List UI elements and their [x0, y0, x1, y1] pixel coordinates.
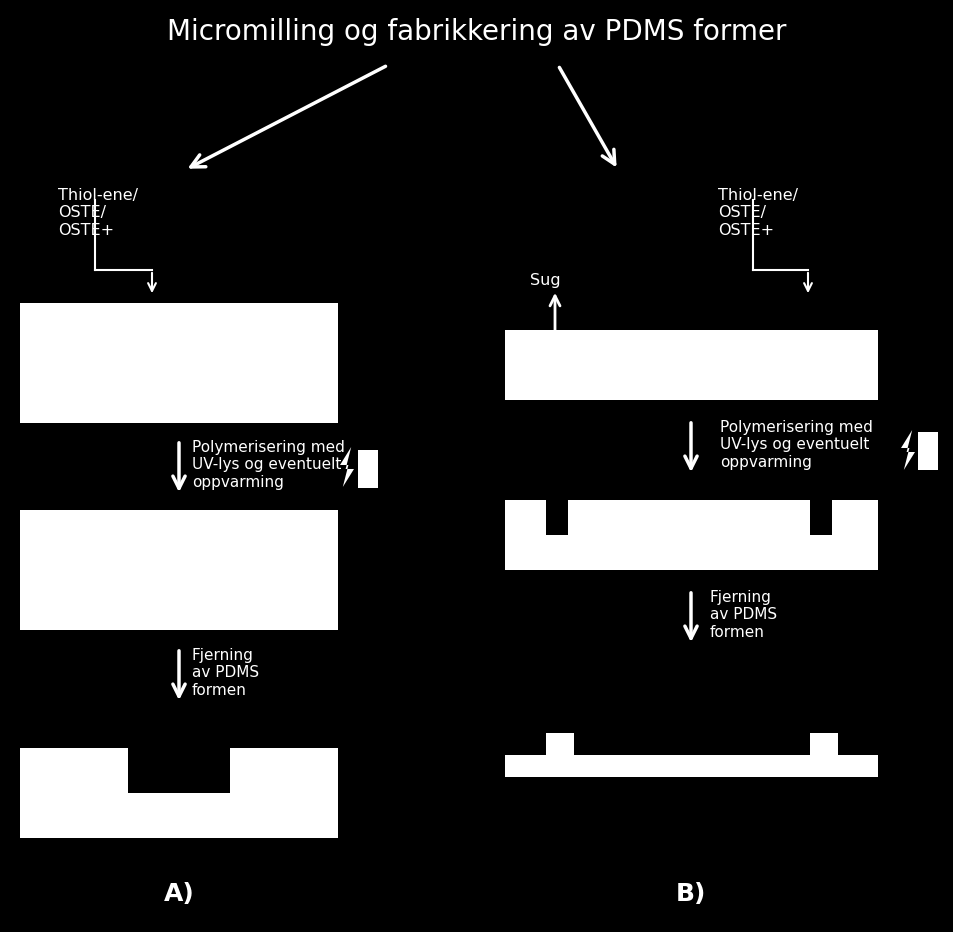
Text: B): B): [675, 882, 705, 906]
Text: A): A): [164, 882, 194, 906]
Bar: [357, 450, 377, 488]
Text: Thiol-ene/
OSTE/
OSTE+: Thiol-ene/ OSTE/ OSTE+: [58, 188, 138, 238]
Bar: [504, 330, 877, 400]
Text: Micromilling og fabrikkering av PDMS former: Micromilling og fabrikkering av PDMS for…: [167, 18, 786, 46]
Text: Sug: Sug: [530, 273, 560, 288]
Bar: [809, 283, 831, 330]
Bar: [20, 748, 337, 838]
Text: Fjerning
av PDMS
formen: Fjerning av PDMS formen: [192, 648, 259, 698]
Bar: [20, 303, 337, 423]
Text: Polymerisering med
UV-lys og eventuelt
oppvarming: Polymerisering med UV-lys og eventuelt o…: [192, 440, 345, 490]
Polygon shape: [339, 447, 354, 487]
Bar: [504, 755, 877, 777]
Bar: [504, 500, 877, 570]
Bar: [20, 510, 337, 630]
Bar: [545, 283, 567, 330]
Polygon shape: [900, 430, 914, 470]
Text: Polymerisering med
UV-lys og eventuelt
oppvarming: Polymerisering med UV-lys og eventuelt o…: [720, 420, 872, 470]
Bar: [128, 748, 230, 793]
Bar: [545, 733, 574, 755]
Bar: [545, 500, 567, 535]
Bar: [809, 733, 837, 755]
Text: Fjerning
av PDMS
formen: Fjerning av PDMS formen: [709, 590, 777, 639]
Text: Thiol-ene/
OSTE/
OSTE+: Thiol-ene/ OSTE/ OSTE+: [718, 188, 797, 238]
Bar: [917, 432, 937, 470]
Bar: [809, 500, 831, 535]
